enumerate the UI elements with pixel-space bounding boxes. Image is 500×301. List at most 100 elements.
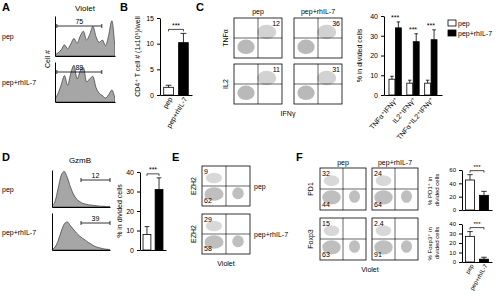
- gate-value: 15: [322, 220, 330, 227]
- x-tick-label: pep+rhIL-7: [469, 263, 489, 292]
- gate-value: 36: [332, 20, 340, 27]
- bar-chart: 051015peppep+rhIL-7CD4⁺ T cell # (1x10⁵)…: [134, 15, 193, 130]
- column-header: pep+rhIL-7: [378, 159, 412, 167]
- bar: [143, 234, 151, 250]
- y-tick: 15: [146, 15, 160, 22]
- gate-value: 11: [273, 66, 280, 73]
- gate-line: [202, 214, 250, 254]
- y-tick: 10: [370, 72, 384, 79]
- gate-value: 75: [75, 18, 83, 25]
- bar: [465, 236, 474, 262]
- y-axis-label: Foxp3: [307, 229, 315, 249]
- gate-value: 32: [322, 170, 330, 177]
- x-tick: pep: [162, 95, 175, 110]
- y-tick-mark: [157, 95, 160, 96]
- plot-area: [164, 33, 189, 95]
- y-tick-label: 15: [146, 15, 154, 22]
- x-axis: peppep+rhIL-7: [463, 262, 493, 291]
- x-axis-line: [53, 250, 111, 251]
- y-axis-label: CD4⁺ T cell # (1x10⁵)/well: [134, 16, 142, 97]
- gate-value: 58: [204, 245, 212, 252]
- plot-frame: [234, 18, 282, 58]
- y-axis-label: % Foxp3⁺ in divided cells: [427, 226, 440, 261]
- y-tick-label: 20: [449, 240, 456, 246]
- y-tick-label: 30: [126, 188, 134, 195]
- histogram-area: [55, 21, 115, 56]
- plot-area: [55, 65, 115, 102]
- legend-swatch: [448, 30, 456, 36]
- legend-entry: pep: [458, 20, 470, 28]
- gate-line: [294, 18, 342, 58]
- row-label: pep+rhIL-7: [2, 229, 36, 237]
- plot-frame: [372, 168, 418, 210]
- error-bar: [467, 175, 472, 180]
- y-tick-label: 30: [370, 32, 378, 39]
- x-axis: TNFα⁺IFNγ⁺IL2⁺IFNγ⁺TNFα⁺IL2⁺IFNγ⁺: [368, 95, 442, 142]
- y-tick-mark: [137, 192, 140, 193]
- histogram-area: [55, 65, 115, 102]
- y-tick-label: 10: [370, 72, 378, 79]
- plot-frame: [202, 166, 250, 206]
- chart-title: GzmB: [69, 156, 91, 165]
- row-label: pep: [2, 33, 14, 41]
- y-tick: 10: [449, 250, 462, 256]
- histogram-area: [52, 171, 110, 207]
- cell-cloud: [297, 40, 314, 54]
- gate-line: [81, 221, 110, 225]
- y-axis-line: [140, 173, 141, 251]
- gate-line: [57, 24, 102, 28]
- y-tick-mark: [157, 44, 160, 45]
- y-tick: 5: [150, 66, 160, 73]
- y-tick-mark: [459, 170, 462, 171]
- error-bar: [181, 33, 187, 42]
- x-axis: [463, 210, 493, 212]
- y-axis-label: % PD1⁺ in divided cells: [427, 174, 440, 207]
- x-axis-line: [463, 210, 493, 211]
- x-axis: [56, 56, 116, 57]
- plot-area: [55, 21, 115, 56]
- y-tick-mark: [381, 75, 384, 76]
- gate-value: 2.4: [374, 220, 384, 227]
- x-axis-label: Violet: [361, 266, 378, 273]
- y-axis: [55, 17, 56, 57]
- plot-area: [52, 222, 110, 250]
- bar: [155, 190, 163, 250]
- row-label: pep+rhIL-7: [2, 79, 36, 87]
- x-axis-line: [56, 56, 116, 57]
- y-tick: 10: [146, 40, 160, 47]
- bar: [179, 43, 189, 95]
- error-bar: [166, 85, 172, 87]
- y-tick: 20: [370, 52, 384, 59]
- gate-value: 9: [204, 168, 208, 175]
- row-label: pep: [2, 186, 14, 194]
- cell-cloud: [232, 187, 244, 199]
- y-tick-mark: [137, 211, 140, 212]
- y-axis-line: [160, 19, 161, 96]
- x-tick-label: TNFα⁺IL2⁺IFNγ⁺: [395, 95, 436, 141]
- cell-cloud: [349, 240, 360, 253]
- y-tick: 30: [126, 188, 140, 195]
- dot-plot-panel: peppep+rhIL-7PD132442464Foxp315632.491Vi…: [307, 159, 418, 273]
- y-tick-mark: [459, 262, 462, 263]
- y-tick-mark: [459, 183, 462, 184]
- y-tick-label: 10: [126, 227, 134, 234]
- cell-cloud: [401, 240, 412, 253]
- y-axis-line: [462, 171, 463, 211]
- dot-plot-panel: EZH2pep962EZH2pep+rhIL-72958Violet: [190, 166, 288, 267]
- significance: ***: [391, 14, 399, 21]
- y-tick-label: 0: [453, 259, 457, 265]
- x-axis: peppep+rhIL-7: [161, 95, 193, 129]
- x-tick: pep: [465, 262, 476, 275]
- x-axis: [53, 207, 111, 208]
- y-tick-label: 0: [374, 92, 378, 99]
- gate-value: 44: [322, 201, 330, 208]
- gate-line: [202, 166, 250, 206]
- gate-value: 63: [322, 251, 330, 258]
- dot-plot: 1563: [320, 218, 366, 260]
- cell-cloud: [401, 190, 412, 203]
- y-tick-mark: [459, 210, 462, 211]
- bar: [431, 40, 437, 95]
- y-axis-line: [55, 63, 56, 103]
- gate-value: 39: [92, 215, 100, 222]
- y-axis: 010203040: [126, 169, 140, 254]
